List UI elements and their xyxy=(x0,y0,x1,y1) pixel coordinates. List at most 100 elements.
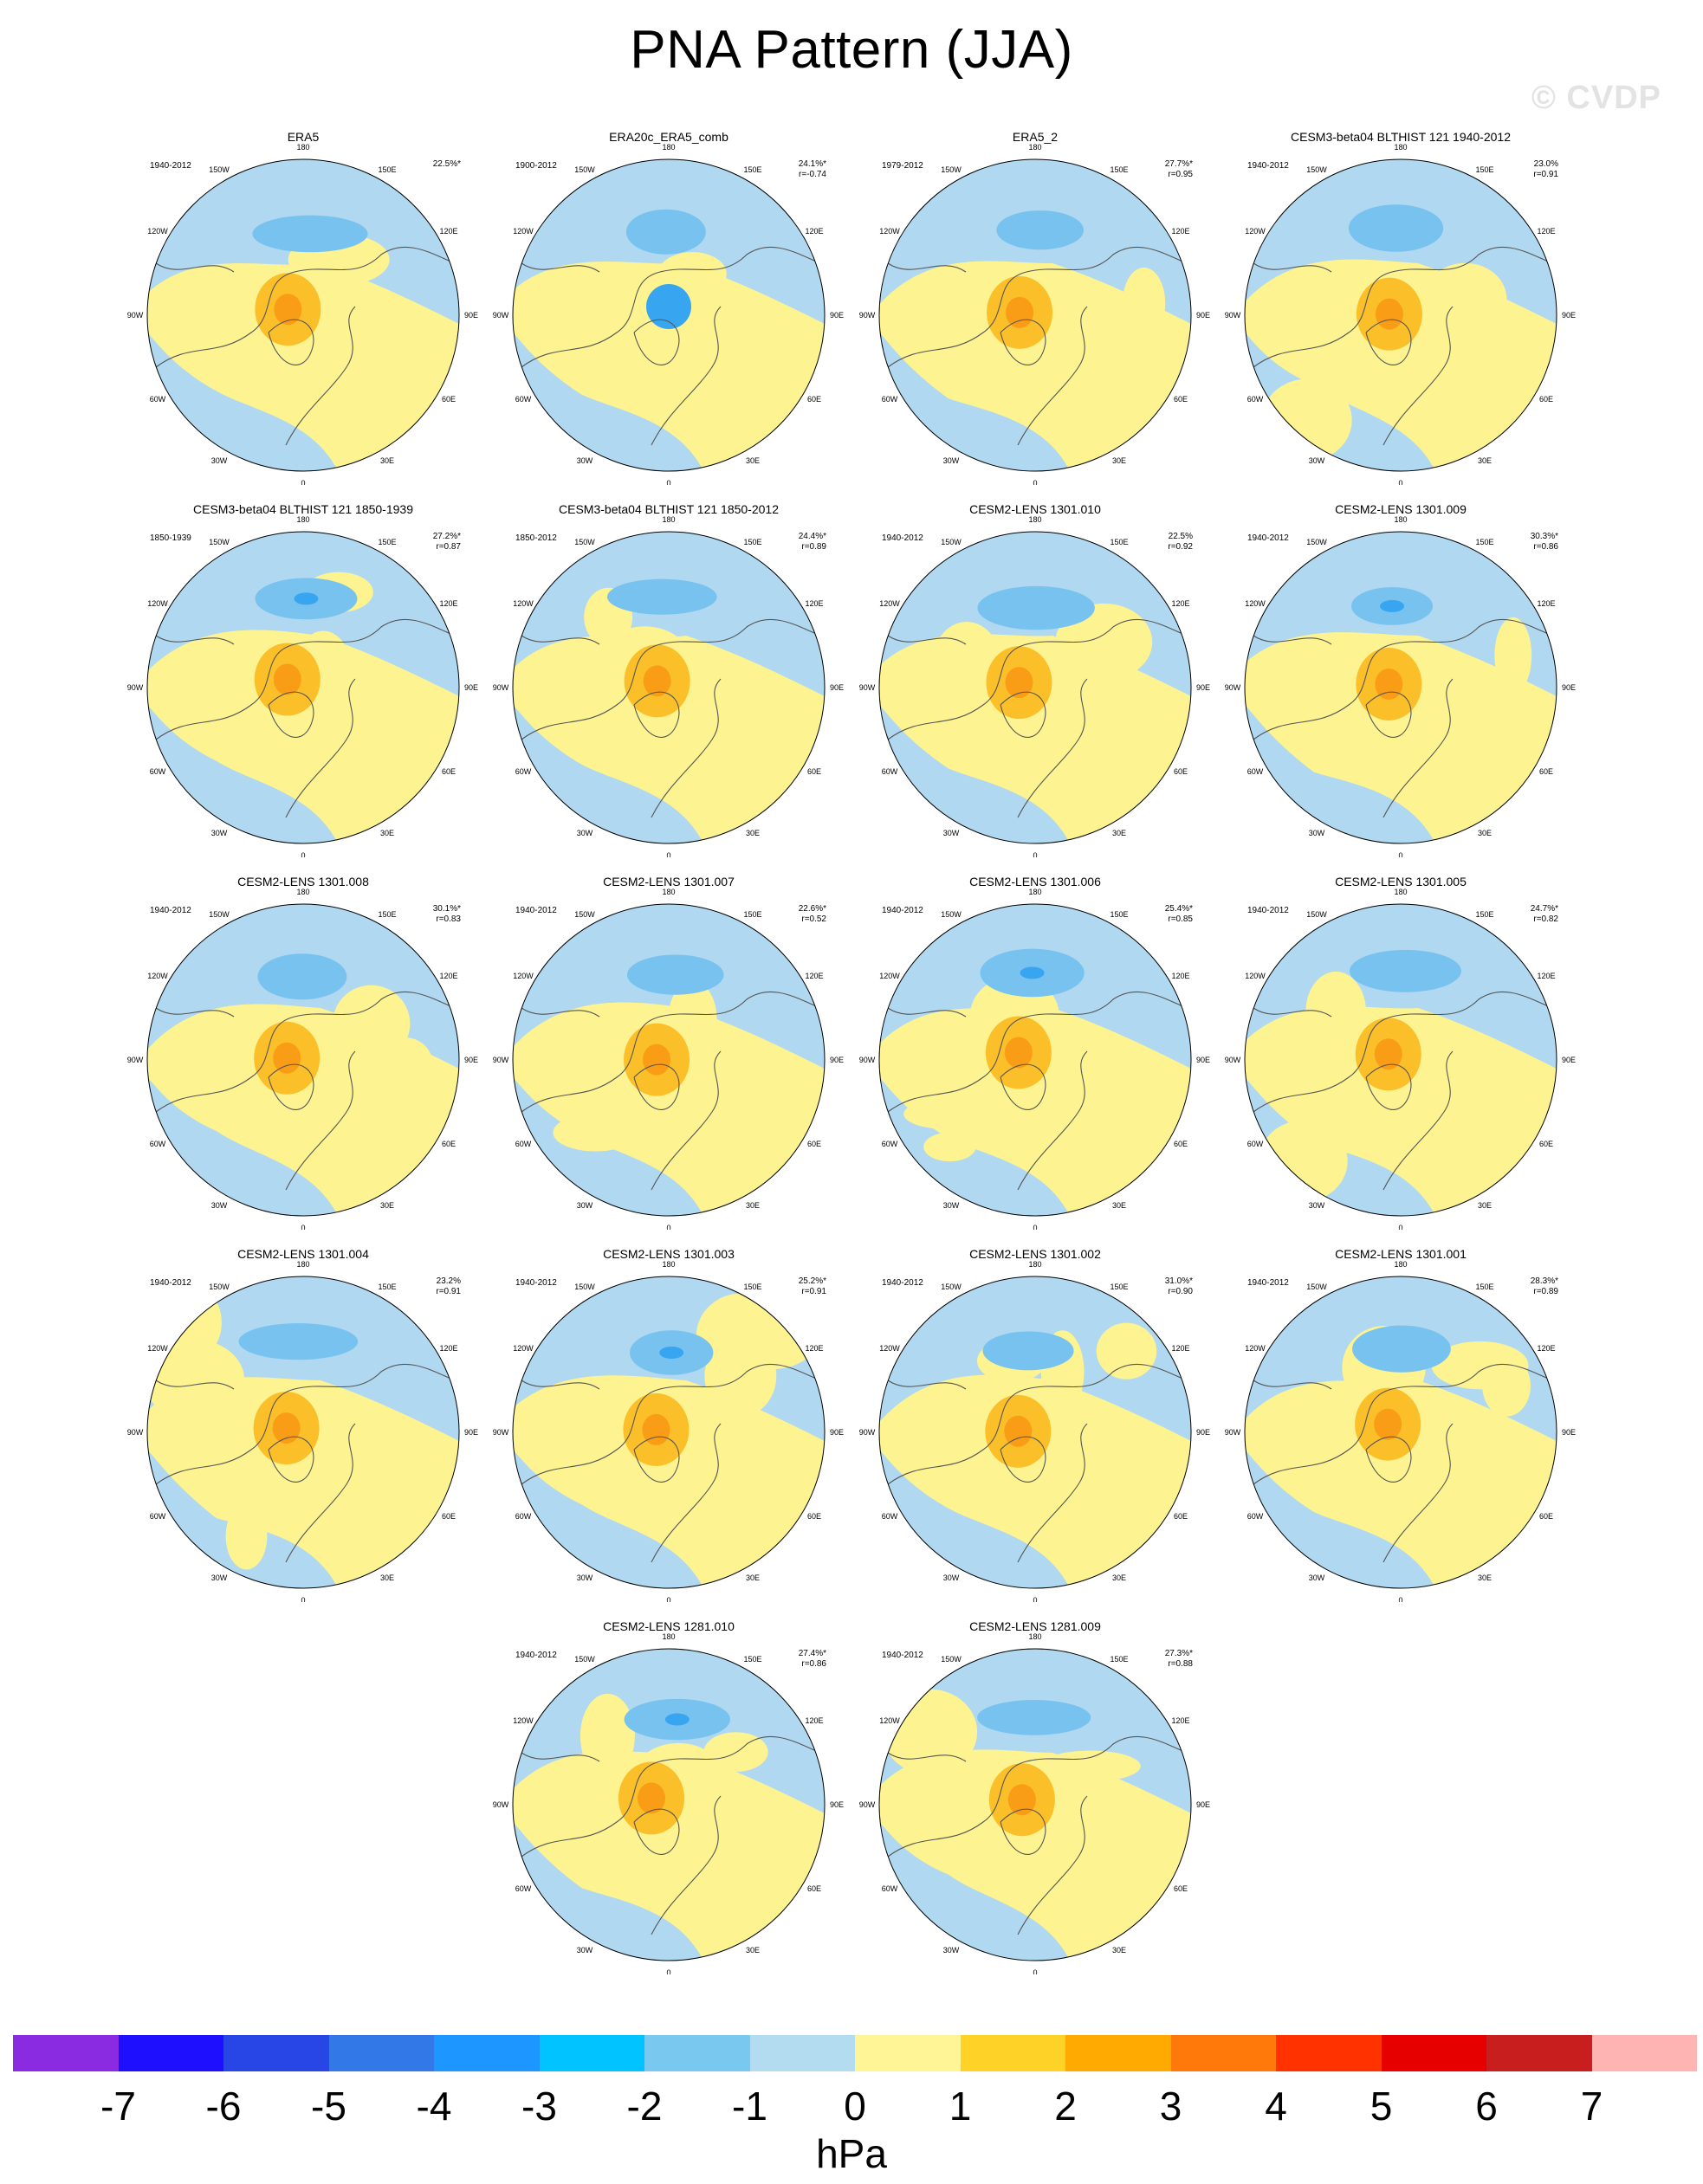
longitude-label: 150E xyxy=(1110,1283,1128,1291)
longitude-label: 30W xyxy=(943,829,960,837)
polar-map: 180 150E 120E 90E 60E 30E 0 30W 60W 90W 120W 150W xyxy=(859,888,1210,1230)
longitude-label: 90W xyxy=(859,1800,876,1809)
longitude-label: 30W xyxy=(577,456,593,465)
panel-title: ERA5_2 xyxy=(1012,130,1059,144)
variance-percent: 22.6%* xyxy=(798,904,826,914)
variance-percent: 24.4%* xyxy=(798,532,826,541)
positive-anomaly-blob xyxy=(1482,1354,1531,1417)
negative-anomaly-core xyxy=(1020,966,1045,979)
longitude-label: 150E xyxy=(1475,165,1493,174)
variance-percent: 28.3%* xyxy=(1530,1276,1558,1286)
longitude-label: 180 xyxy=(662,1260,675,1269)
colorbar-swatch xyxy=(1276,2035,1382,2071)
longitude-label: 180 xyxy=(662,515,675,524)
longitude-label: 120E xyxy=(1537,1344,1555,1353)
polar-map: 180 150E 120E 90E 60E 30E 0 30W 60W 90W 120W 150W xyxy=(1225,515,1576,857)
longitude-label: 30E xyxy=(746,1946,760,1955)
pattern-correlation: r=0.86 xyxy=(1533,542,1558,552)
panel-period: 1940-2012 xyxy=(150,161,191,171)
panel-title: CESM2-LENS 1301.006 xyxy=(969,875,1101,888)
longitude-label: 150E xyxy=(743,1283,761,1291)
map-panel: CESM3-beta04 BLTHIST 121 1940-2012 1940-2… xyxy=(1219,130,1583,485)
longitude-label: 60E xyxy=(807,395,821,404)
panel-variance: 27.7%* r=0.95 xyxy=(1165,159,1193,180)
coastlines xyxy=(887,246,1188,446)
panel-variance: 25.2%* r=0.91 xyxy=(799,1276,826,1297)
negative-anomaly-region xyxy=(1349,949,1461,992)
positive-anomaly-peak xyxy=(274,294,302,326)
positive-anomaly-blob xyxy=(1311,704,1392,759)
positive-anomaly-blob xyxy=(903,1099,987,1129)
longitude-label: 60E xyxy=(1174,1884,1188,1893)
longitude-label: 30W xyxy=(211,456,228,465)
colorbar-tick-label: 4 xyxy=(1265,2084,1287,2129)
variance-percent: 27.4%* xyxy=(798,1649,826,1658)
coastlines xyxy=(1253,1363,1553,1563)
longitude-label: 120W xyxy=(513,972,534,980)
longitude-label: 120E xyxy=(439,599,457,608)
longitude-label: 30W xyxy=(211,829,228,837)
longitude-label: 90W xyxy=(859,683,876,692)
panel-variance: 27.2%* r=0.87 xyxy=(433,532,461,552)
longitude-label: 30E xyxy=(1478,1573,1492,1582)
positive-anomaly-peak xyxy=(1005,667,1033,699)
longitude-label: 30E xyxy=(1112,1946,1126,1955)
longitude-label: 90E xyxy=(1196,1428,1210,1437)
longitude-label: 120E xyxy=(1537,599,1555,608)
longitude-label: 150E xyxy=(743,910,761,919)
longitude-label: 60E xyxy=(1539,1140,1553,1148)
variance-percent: 25.4%* xyxy=(1164,904,1193,914)
longitude-label: 180 xyxy=(296,1260,309,1269)
longitude-label: 60E xyxy=(807,767,821,776)
longitude-label: 30E xyxy=(1112,829,1126,837)
colorbar-tick-label: 1 xyxy=(949,2084,972,2129)
longitude-label: 90W xyxy=(493,1428,509,1437)
longitude-label: 150E xyxy=(743,538,761,546)
positive-anomaly-blob xyxy=(377,1037,433,1091)
positive-anomaly-blob xyxy=(560,272,633,343)
positive-anomaly-peak xyxy=(1007,1784,1036,1816)
map-border xyxy=(146,903,460,1217)
panel-variance: 24.7%* r=0.82 xyxy=(1531,904,1558,925)
map-panel: CESM2-LENS 1301.010 1940-2012 22.5% r=0.92 1… xyxy=(853,502,1217,857)
longitude-label: 60E xyxy=(442,1512,456,1521)
longitude-label: 0 xyxy=(301,1596,305,1602)
panel-period: 1940-2012 xyxy=(1247,161,1289,171)
pattern-correlation: r=0.91 xyxy=(801,1287,826,1296)
positive-anomaly-blob xyxy=(1055,603,1153,681)
longitude-label: 30W xyxy=(1309,1201,1325,1210)
longitude-label: 90W xyxy=(493,683,509,692)
panel-variance: 22.5%* xyxy=(433,159,461,170)
longitude-label: 30E xyxy=(746,1201,760,1210)
longitude-label: 120E xyxy=(1537,227,1555,236)
positive-anomaly-region xyxy=(147,630,459,843)
map-panel: CESM2-LENS 1301.006 1940-2012 25.4%* r=0.85… xyxy=(853,875,1217,1230)
panel-variance: 27.4%* r=0.86 xyxy=(799,1649,826,1670)
longitude-label: 120E xyxy=(805,1716,823,1725)
longitude-label: 180 xyxy=(1394,143,1407,152)
longitude-label: 150W xyxy=(574,538,595,546)
pattern-correlation: r=0.95 xyxy=(1168,170,1193,179)
longitude-label: 150E xyxy=(743,1655,761,1664)
longitude-label: 150W xyxy=(941,538,962,546)
longitude-label: 150W xyxy=(574,1655,595,1664)
negative-anomaly-core xyxy=(294,592,319,605)
coastlines xyxy=(155,991,456,1191)
longitude-label: 150E xyxy=(1475,910,1493,919)
map-panel: ERA5 1940-2012 22.5%* 180 150E 120E 90E 60E 30E 0… xyxy=(121,130,485,485)
longitude-label: 30W xyxy=(1309,1573,1325,1582)
variance-percent: 27.2%* xyxy=(432,532,461,541)
longitude-label: 90W xyxy=(859,1056,876,1064)
longitude-label: 90E xyxy=(1562,1428,1576,1437)
longitude-label: 150E xyxy=(743,165,761,174)
longitude-label: 120E xyxy=(805,1344,823,1353)
panel-title: CESM3-beta04 BLTHIST 121 1850-1939 xyxy=(193,502,413,516)
colorbar-tick-label: 2 xyxy=(1054,2084,1077,2129)
positive-anomaly-blob xyxy=(735,347,799,393)
colorbar-tick-label: 7 xyxy=(1580,2084,1603,2129)
positive-anomaly-peak xyxy=(1006,296,1034,328)
longitude-label: 60W xyxy=(515,767,532,776)
negative-anomaly-core xyxy=(664,1713,690,1726)
longitude-label: 0 xyxy=(1033,1596,1037,1602)
map-panel: ERA5_2 1979-2012 27.7%* r=0.95 180 150E 120E 90… xyxy=(853,130,1217,485)
